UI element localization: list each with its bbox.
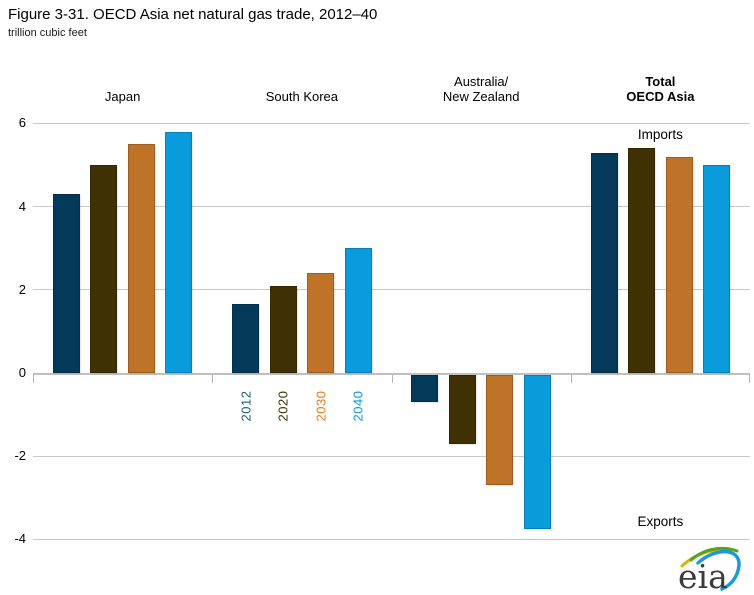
series-year-label-2040: 2040 bbox=[350, 390, 366, 422]
y-axis-tick-label: -2 bbox=[14, 448, 26, 464]
x-axis-tick bbox=[33, 375, 34, 383]
eia-logo-blue-swoosh bbox=[696, 549, 741, 591]
group-label-line: New Zealand bbox=[442, 89, 520, 104]
bar-australia-new-zealand-2012 bbox=[411, 375, 439, 403]
bar-australia-new-zealand-2040 bbox=[523, 375, 551, 529]
x-axis-tick bbox=[212, 375, 214, 383]
y-axis-tick-label: 6 bbox=[18, 115, 26, 131]
bar-south-korea-2040 bbox=[344, 248, 372, 373]
y-axis-tick-label: 2 bbox=[18, 281, 26, 297]
bar-japan-2030 bbox=[127, 144, 155, 373]
gridline-y2 bbox=[33, 289, 750, 291]
bar-total-oecd-asia-2030 bbox=[665, 156, 693, 373]
group-label-1: Japan bbox=[105, 89, 140, 104]
y-axis-tick-label: -4 bbox=[14, 531, 26, 547]
gridline-y4 bbox=[33, 206, 750, 208]
group-label-line: Total bbox=[645, 74, 676, 89]
annotation-exports: Exports bbox=[637, 514, 684, 529]
bar-australia-new-zealand-2020 bbox=[448, 375, 476, 444]
gridline-y-2 bbox=[33, 455, 750, 457]
bar-south-korea-2030 bbox=[307, 273, 335, 373]
bar-total-oecd-asia-2020 bbox=[628, 148, 656, 373]
y-axis-tick-label: 0 bbox=[18, 365, 26, 380]
bar-south-korea-2020 bbox=[269, 285, 297, 373]
bar-japan-2020 bbox=[90, 165, 118, 373]
chart-title: Figure 3-31. OECD Asia net natural gas t… bbox=[8, 6, 378, 23]
bar-total-oecd-asia-2040 bbox=[703, 165, 731, 373]
group-label-line: South Korea bbox=[265, 89, 339, 104]
bar-japan-2012 bbox=[52, 194, 80, 373]
group-label-2: South Korea bbox=[266, 89, 338, 104]
bar-japan-2040 bbox=[165, 131, 193, 373]
group-label-line: Japan bbox=[104, 89, 141, 104]
series-year-label-2012: 2012 bbox=[238, 390, 254, 422]
gridline-y6 bbox=[33, 122, 750, 124]
x-axis-tick bbox=[570, 375, 572, 383]
group-label-4: Total OECD Asia bbox=[626, 74, 694, 104]
bar-australia-new-zealand-2030 bbox=[486, 375, 514, 486]
eia-logo: eia bbox=[678, 546, 741, 593]
x-axis-line bbox=[33, 373, 750, 375]
group-label-line: OECD Asia bbox=[626, 89, 695, 104]
y-axis-tick-label: 4 bbox=[18, 198, 26, 214]
eia-logo-text: eia bbox=[678, 557, 728, 593]
eia-logo-green-swoosh bbox=[689, 546, 739, 562]
gridline-y-4 bbox=[33, 538, 750, 540]
x-axis-tick bbox=[391, 375, 393, 383]
group-label-3: Australia/New Zealand bbox=[443, 74, 520, 104]
bar-total-oecd-asia-2012 bbox=[590, 152, 618, 373]
bar-south-korea-2012 bbox=[232, 304, 260, 373]
series-year-label-2030: 2030 bbox=[313, 390, 329, 422]
chart-unit-label: trillion cubic feet bbox=[8, 27, 87, 39]
group-label-line: Australia/ bbox=[454, 74, 509, 89]
x-axis-tick bbox=[749, 375, 750, 383]
annotation-imports: Imports bbox=[637, 127, 683, 142]
series-year-label-2020: 2020 bbox=[275, 390, 291, 422]
